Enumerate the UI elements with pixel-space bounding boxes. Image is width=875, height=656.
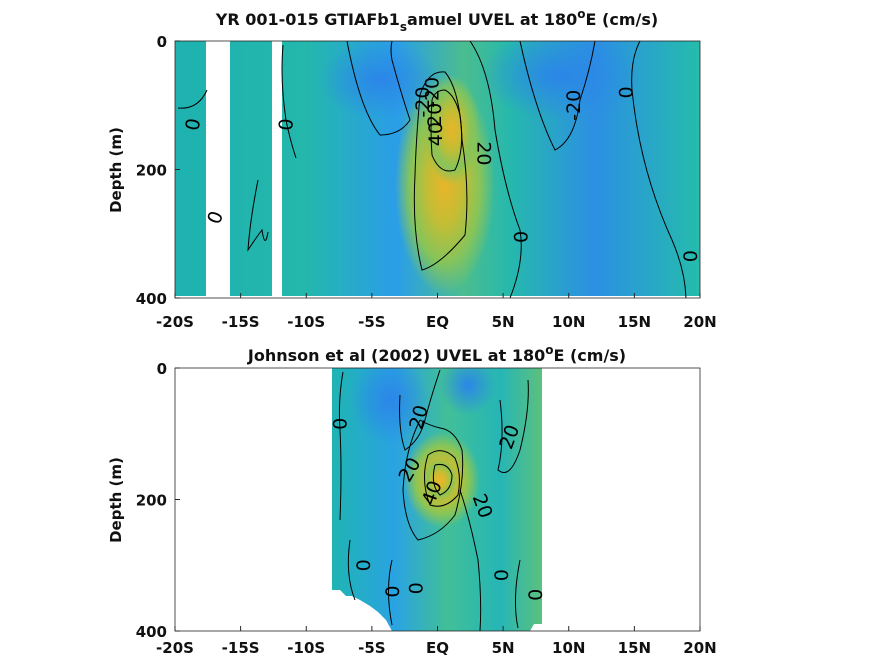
contour-label: 40 [425,122,447,146]
x-tick-label: -15S [222,313,260,331]
x-tick-label: -10S [287,639,325,656]
x-tick-label: -5S [358,639,385,656]
x-tick-label: 20N [683,639,716,656]
y-tick-label: 0 [157,360,167,378]
contour-label: 0 [329,418,351,430]
x-tick-label: 20N [683,313,716,331]
x-tick-label: 15N [618,639,651,656]
contour-label: 0 [275,118,298,132]
x-tick-label: EQ [426,313,449,331]
contour-label: -20 [563,90,585,121]
x-axis-top: -20S -15S -10S -5S EQ 5N 10N 15N 20N [156,293,717,331]
y-tick-label: 400 [136,290,167,308]
y-tick-label: 400 [136,623,167,641]
y-label-top: Depth (m) [107,127,125,213]
x-tick-label: EQ [426,639,449,656]
contour-label: 0 [680,250,702,262]
x-axis-bottom: -20S -15S -10S -5S EQ 5N 10N 15N 20N [156,626,717,656]
x-tick-label: -20S [156,313,194,331]
x-tick-label: 15N [618,313,651,331]
x-tick-label: 10N [552,313,585,331]
x-tick-label: 10N [552,639,585,656]
contour-label: 20 [424,103,446,127]
x-tick-label: 5N [492,313,515,331]
contour-label: 0 [381,586,403,598]
heatmap-bottom [332,368,542,631]
title-bottom: Johnson et al (2002) UVEL at 180oE (cm/s… [247,343,626,365]
heatmap-top [175,41,700,298]
x-tick-label: -10S [287,313,325,331]
y-tick-label: 200 [136,492,167,510]
contour-label: 0 [490,569,512,581]
contour-label: -20 [412,87,434,118]
contour-label: 0 [352,559,374,571]
contour-label: 0 [616,86,638,98]
x-tick-label: 5N [492,639,515,656]
x-tick-label: -20S [156,639,194,656]
contour-label: 0 [509,231,531,243]
y-label-bottom: Depth (m) [107,457,125,543]
x-tick-label: -15S [222,639,260,656]
y-tick-label: 200 [136,162,167,180]
y-axis-top: 0 200 400 [136,33,180,308]
title-top: YR 001-015 GTIAFb1samuel UVEL at 180oE (… [215,7,658,34]
panel-top: YR 001-015 GTIAFb1samuel UVEL at 180oE (… [107,7,717,331]
y-axis-bottom: 0 200 400 [136,360,180,641]
x-tick-label: -5S [358,313,385,331]
contour-label: 20 [472,141,494,165]
y-tick-label: 0 [157,33,167,51]
contour-label: 0 [181,117,205,133]
contour-label: 0 [404,582,426,594]
panel-bottom: Johnson et al (2002) UVEL at 180oE (cm/s… [107,343,717,656]
contour-label: -20 [421,77,443,108]
contour-label: 0 [524,589,546,601]
